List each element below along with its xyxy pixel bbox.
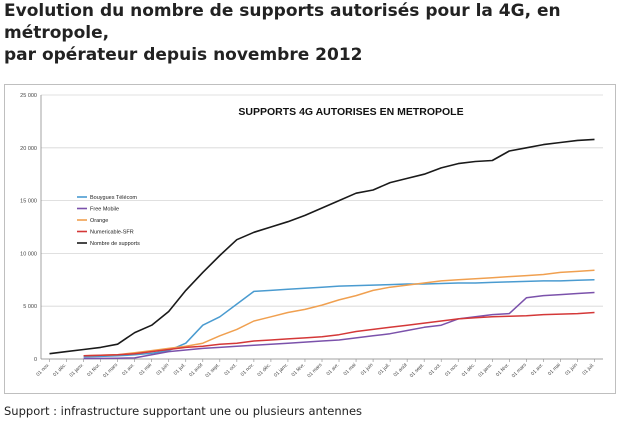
series-line-2	[83, 291, 595, 360]
x-tick-label: 01 mai	[138, 362, 153, 377]
x-tick-label: 01 mars	[511, 362, 528, 379]
page-title: Evolution du nombre de supports autorisé…	[4, 0, 616, 66]
x-tick-label: 01 sept.	[409, 362, 426, 379]
x-tick-label: 01 janv.	[273, 362, 289, 378]
y-tick-label: 20 000	[20, 146, 37, 152]
legend-label: Numericable-SFR	[90, 230, 134, 236]
y-tick-label: 25 000	[20, 93, 37, 99]
x-tick-label: 01 juil.	[377, 362, 391, 376]
x-tick-label: 01 nov.	[240, 362, 256, 378]
x-tick-label: 01 avr.	[121, 362, 136, 377]
x-tick-label: 01 avr.	[326, 362, 341, 377]
x-tick-label: 01 mai	[547, 362, 562, 377]
legend-label: Free Mobile	[90, 207, 119, 213]
x-tick-label: 01 oct.	[223, 362, 238, 377]
series-lines	[49, 138, 595, 360]
x-tick-label: 01 janv.	[69, 362, 85, 378]
x-tick-label: 01 nov.	[35, 362, 51, 378]
y-tick-label: 10 000	[20, 251, 37, 257]
legend: Bouygues Télécom Free Mobile Orange Numeric…	[77, 195, 140, 247]
x-tick-label: 01 août	[188, 362, 204, 378]
series-line-1	[83, 279, 595, 358]
gridlines	[41, 94, 603, 360]
x-tick-label: 01 févr.	[495, 362, 511, 378]
page-title-line-1: Evolution du nombre de supports autorisé…	[4, 1, 561, 43]
x-tick-label: 01 juin	[360, 362, 375, 377]
x-tick-label: 01 mars	[306, 362, 323, 379]
y-tick-label: 15 000	[20, 199, 37, 205]
legend-label: Nombre de supports	[90, 241, 140, 247]
chart-title: SUPPORTS 4G AUTORISES EN METROPOLE	[238, 106, 463, 118]
x-tick-label: 01 déc.	[461, 362, 477, 378]
page-title-line-2: par opérateur depuis novembre 2012	[4, 45, 363, 65]
x-tick-label: 01 mars	[102, 362, 119, 379]
legend-label: Orange	[90, 218, 108, 224]
legend-label: Bouygues Télécom	[90, 195, 137, 201]
x-tick-label: 01 juil.	[173, 362, 187, 376]
series-line-4	[83, 311, 595, 357]
x-tick-label: 01 déc.	[52, 362, 68, 378]
x-tick-label: 01 févr.	[291, 362, 307, 378]
x-tick-label: 01 janv.	[477, 362, 493, 378]
x-tick-label: 01 juil.	[581, 362, 595, 376]
caption: Support : infrastructure supportant une …	[4, 404, 363, 418]
y-tick-label: 5 000	[23, 304, 37, 310]
x-tick-label: 01 déc.	[256, 362, 272, 378]
x-tick-label: 01 août	[393, 362, 409, 378]
x-tick-label: 01 juin	[564, 362, 579, 377]
x-tick-label: 01 juin	[155, 362, 170, 377]
x-tick-label: 01 oct.	[428, 362, 443, 377]
y-tick-label: 0	[34, 357, 37, 363]
series-line-5	[49, 138, 595, 355]
series-line-3	[83, 269, 595, 357]
x-tick-label: 01 mai	[343, 362, 358, 377]
x-tick-label: 01 févr.	[86, 362, 102, 378]
x-tick-label: 01 nov.	[444, 362, 460, 378]
x-tick-label: 01 sept.	[204, 362, 221, 379]
x-tick-label: 01 avr.	[530, 362, 545, 377]
